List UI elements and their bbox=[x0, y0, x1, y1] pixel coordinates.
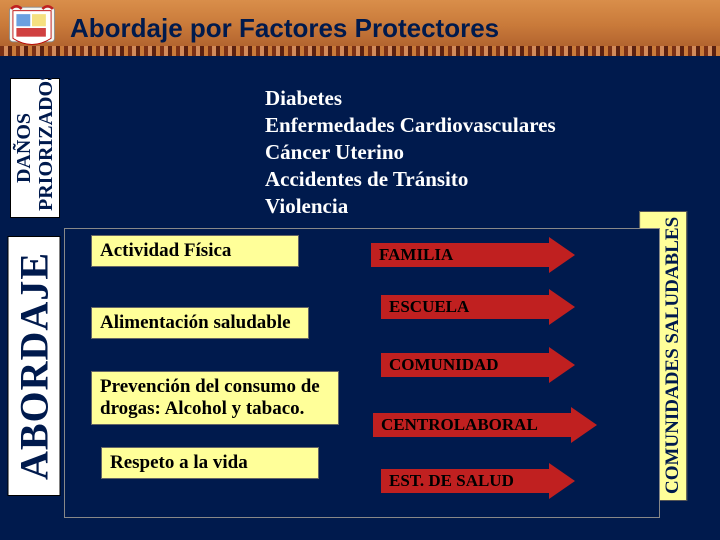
arrow-label: COMUNIDAD bbox=[381, 353, 549, 377]
arrow-head-icon bbox=[549, 347, 575, 383]
label-danios-priorizados: DAÑOS PRIORIZADOS bbox=[10, 78, 60, 218]
label-danios-line2: PRIORIZADOS bbox=[35, 70, 57, 211]
factor-box: Prevención del consumo de drogas: Alcoho… bbox=[91, 371, 339, 425]
header: Abordaje por Factores Protectores bbox=[0, 0, 720, 56]
arrow-head-icon bbox=[549, 463, 575, 499]
diseases-list: DiabetesEnfermedades CardiovascularesCán… bbox=[265, 86, 605, 221]
arrow-head-icon bbox=[571, 407, 597, 443]
disease-item: Violencia bbox=[265, 194, 605, 219]
header-pattern bbox=[0, 46, 720, 56]
factor-box: Respeto a la vida bbox=[101, 447, 319, 479]
setting-arrow: EST. DE SALUD bbox=[381, 463, 575, 499]
label-danios-line1: DAÑOS bbox=[13, 113, 35, 183]
label-right-line2: COMUNIDADES SALUDABLES bbox=[662, 217, 683, 494]
arrow-label: EST. DE SALUD bbox=[381, 469, 549, 493]
factor-box: Actividad Física bbox=[91, 235, 299, 267]
lower-panel: Actividad Física Alimentación saludable Pr… bbox=[64, 228, 660, 518]
label-abordaje: ABORDAJE bbox=[8, 236, 61, 496]
page-title: Abordaje por Factores Protectores bbox=[70, 13, 499, 44]
disease-item: Diabetes bbox=[265, 86, 605, 111]
main-area: DAÑOS PRIORIZADOS ABORDAJE PERSONAS, FAM… bbox=[0, 56, 720, 540]
factor-box: Alimentación saludable bbox=[91, 307, 309, 339]
disease-item: Enfermedades Cardiovasculares bbox=[265, 113, 605, 138]
disease-item: Accidentes de Tránsito bbox=[265, 167, 605, 192]
setting-arrow: FAMILIA bbox=[371, 237, 575, 273]
setting-arrow: COMUNIDAD bbox=[381, 347, 575, 383]
arrow-label: FAMILIA bbox=[371, 243, 549, 267]
arrow-head-icon bbox=[549, 237, 575, 273]
setting-arrow: CENTROLABORAL bbox=[373, 407, 597, 443]
arrow-head-icon bbox=[549, 289, 575, 325]
arrow-label: CENTROLABORAL bbox=[373, 413, 571, 437]
arrow-label: ESCUELA bbox=[381, 295, 549, 319]
setting-arrow: ESCUELA bbox=[381, 289, 575, 325]
disease-item: Cáncer Uterino bbox=[265, 140, 605, 165]
